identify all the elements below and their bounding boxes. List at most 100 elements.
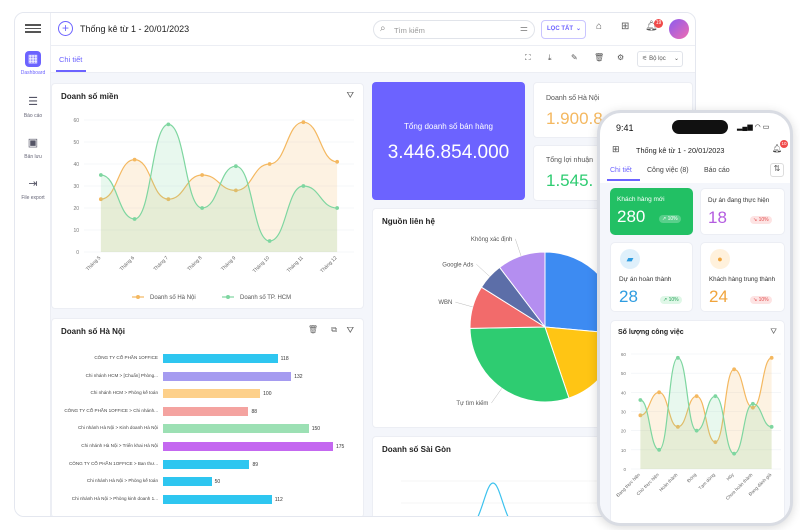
filter-button[interactable]: ⚟ Bộ lọc ⌄ — [637, 51, 683, 67]
bar-category-label: Chi nhánh Hà Nội > Triển khai Hà Nội — [81, 443, 158, 448]
x-tick-label: Đóng — [686, 472, 698, 484]
bar-value-label: 175 — [336, 444, 345, 450]
data-point — [301, 184, 306, 188]
data-point — [335, 206, 340, 210]
pie-label: WBN — [438, 300, 452, 306]
top-bar: + Thống kê từ 1 - 20/01/2023 ⌕ Tìm kiếm … — [51, 13, 695, 46]
menu-icon[interactable] — [25, 22, 41, 34]
series-line — [100, 123, 338, 242]
card-title: Doanh số Hà Nội — [61, 327, 126, 336]
filter-icon: ⚟ — [642, 56, 648, 62]
edit-icon[interactable]: ✎ — [571, 53, 578, 62]
data-point — [267, 239, 272, 243]
mini-value: 1.900.8 — [546, 109, 603, 128]
x-tick-label: Tháng 9 — [220, 255, 237, 272]
tab-detail[interactable]: Chi tiết — [59, 55, 83, 64]
kpi-card-projects-active[interactable]: Dự án đang thực hiện 18 ↘ 10% — [700, 188, 785, 235]
sidebar-item-label: Báo cáo — [23, 113, 43, 119]
add-icon[interactable]: + — [58, 21, 73, 36]
trash-icon[interactable]: 🗑︎ — [594, 53, 605, 62]
kpi-change-value: 10% — [758, 297, 769, 303]
trash-icon[interactable]: 🗑︎ — [307, 325, 318, 334]
bar-category-label: Chi nhánh Hà Nội > Phòng kinh doanh 1... — [71, 495, 158, 501]
data-point — [713, 440, 718, 445]
copy-icon[interactable]: ⧉ — [331, 325, 337, 334]
data-point — [732, 367, 737, 372]
tab-underline — [607, 179, 640, 181]
x-tick-label: Tháng 12 — [319, 255, 338, 274]
x-tick-label: Hoàn thành — [658, 472, 679, 493]
chevron-down-icon: ⌄ — [575, 26, 581, 32]
data-point — [694, 394, 699, 399]
filter-dropdown[interactable]: LỌC TẤT ⌄ — [541, 20, 586, 39]
bar — [163, 442, 333, 451]
funnel-icon[interactable]: ⛛ — [770, 327, 777, 336]
y-tick-label: 10 — [621, 448, 627, 453]
bar-category-label: Chi nhánh Hà Nội > Kinh doanh Hà Nội — [77, 425, 158, 431]
data-point — [750, 401, 755, 406]
sub-bar: Chi tiết ⛶ ⤓ ✎ 🗑︎ ⚙ ⚟ Bộ lọc ⌄ — [51, 46, 695, 73]
data-point — [769, 355, 774, 360]
data-point — [694, 428, 699, 433]
expand-icon[interactable]: ⛶ — [525, 53, 531, 62]
data-point — [732, 451, 737, 456]
home-icon[interactable]: ⌂ — [596, 21, 603, 32]
kpi-change: ↘ 10% — [750, 216, 772, 224]
bar — [163, 494, 272, 504]
sidebar-item-label: Bản lưu — [24, 154, 42, 160]
y-tick-label: 50 — [73, 140, 79, 146]
sidebar-item-label: File export — [21, 195, 45, 201]
legend-label: Doanh số Hà Nội — [150, 295, 196, 301]
apps-icon[interactable]: ⊞ — [621, 21, 630, 32]
x-tick-label: Tháng 10 — [252, 255, 271, 274]
sidebar-item-reports[interactable]: ☰ Báo cáo — [15, 94, 51, 119]
search-input[interactable]: Tìm kiếm — [394, 26, 425, 35]
trend-down-icon: ↘ — [753, 217, 758, 223]
desktop-window: ▦ Dashboard ☰ Báo cáo ▣ Bản lưu ⇥ File e… — [14, 12, 696, 517]
sidebar-item-saved[interactable]: ▣ Bản lưu — [15, 135, 51, 160]
bar — [163, 406, 249, 416]
data-point — [132, 217, 137, 221]
series-line — [640, 357, 772, 455]
bar — [163, 389, 261, 399]
kpi-label: Khách hàng mới — [617, 196, 665, 203]
download-icon[interactable]: ⤓ — [548, 53, 552, 62]
kpi-card-projects-done[interactable]: ▰ Dự án hoàn thành 28 ↗ 10% — [610, 242, 693, 312]
sliders-icon[interactable]: ⚌ — [519, 23, 528, 33]
card-title: Nguồn liên hệ — [382, 217, 435, 226]
bar-value-label: 88 — [251, 408, 258, 415]
tab-reports[interactable]: Báo cáo — [704, 167, 730, 174]
y-tick-label: 20 — [73, 206, 79, 212]
x-tick-label: Tháng 8 — [186, 255, 203, 272]
kpi-change: ↘ 10% — [750, 296, 772, 304]
data-point — [166, 197, 171, 202]
mobile-phone: 9:41 ▂▄▆ ◠ ▭ ⊞ Thống kê từ 1 - 20/01/202… — [597, 110, 793, 526]
apps-icon[interactable]: ⊞ — [612, 144, 620, 154]
x-tick-label: Tạm dừng — [698, 472, 717, 491]
sidebar: ▦ Dashboard ☰ Báo cáo ▣ Bản lưu ⇥ File e… — [15, 13, 51, 516]
avatar[interactable] — [669, 19, 689, 39]
y-tick-label: 30 — [73, 184, 79, 190]
sliders-icon[interactable]: ⇅ — [770, 163, 784, 177]
kpi-card-loyal-customers[interactable]: ● Khách hàng trung thành 24 ↘ 10% — [700, 242, 785, 312]
funnel-icon[interactable]: ⛛ — [346, 325, 354, 335]
total-sales-card: Tổng doanh số bán hàng 3.446.854.000 — [372, 82, 525, 200]
save-icon: ▣ — [27, 137, 39, 149]
kpi-change: ↗ 10% — [660, 296, 682, 304]
sidebar-item-dashboard[interactable]: ▦ Dashboard — [15, 51, 51, 76]
sidebar-item-export[interactable]: ⇥ File export — [15, 176, 51, 201]
tab-work[interactable]: Công việc (8) — [647, 167, 689, 174]
bell-icon[interactable]: 🔔︎ — [645, 21, 658, 32]
kpi-change-value: 10% — [667, 216, 678, 222]
gear-icon[interactable]: ⚙ — [617, 53, 625, 62]
y-tick-label: 30 — [621, 410, 627, 415]
phone-notch — [672, 120, 728, 134]
kpi-card-new-customers[interactable]: Khách hàng mới 280 ↗ 10% — [610, 188, 693, 235]
search-box[interactable]: ⌕ Tìm kiếm ⚌ — [373, 20, 535, 39]
tab-detail[interactable]: Chi tiết — [610, 167, 632, 174]
kpi-change: ↗ 10% — [659, 215, 681, 223]
tab-underline — [56, 70, 86, 72]
funnel-icon[interactable]: ⛛ — [346, 90, 354, 100]
mini-label: Doanh số Hà Nội — [546, 95, 600, 102]
bell-icon[interactable]: 🔔︎ — [772, 144, 783, 153]
